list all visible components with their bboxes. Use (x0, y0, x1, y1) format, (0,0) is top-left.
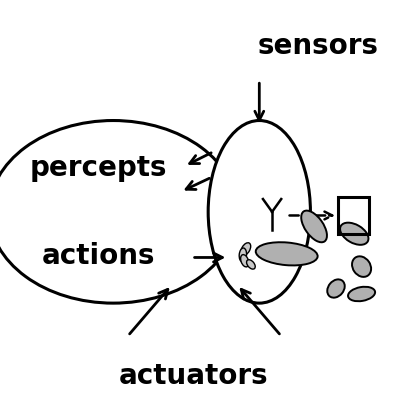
Text: actuators: actuators (119, 362, 268, 390)
Ellipse shape (340, 223, 368, 245)
Ellipse shape (208, 121, 310, 303)
Ellipse shape (327, 279, 345, 298)
Bar (338, 197, 369, 234)
Ellipse shape (247, 260, 255, 269)
Ellipse shape (256, 242, 318, 265)
Ellipse shape (348, 287, 375, 301)
Ellipse shape (352, 256, 371, 277)
Ellipse shape (301, 210, 327, 242)
Text: percepts: percepts (30, 154, 167, 182)
Ellipse shape (241, 243, 251, 255)
Text: sensors: sensors (257, 32, 378, 60)
Text: actions: actions (42, 241, 155, 270)
Ellipse shape (239, 248, 247, 262)
Ellipse shape (241, 255, 249, 267)
